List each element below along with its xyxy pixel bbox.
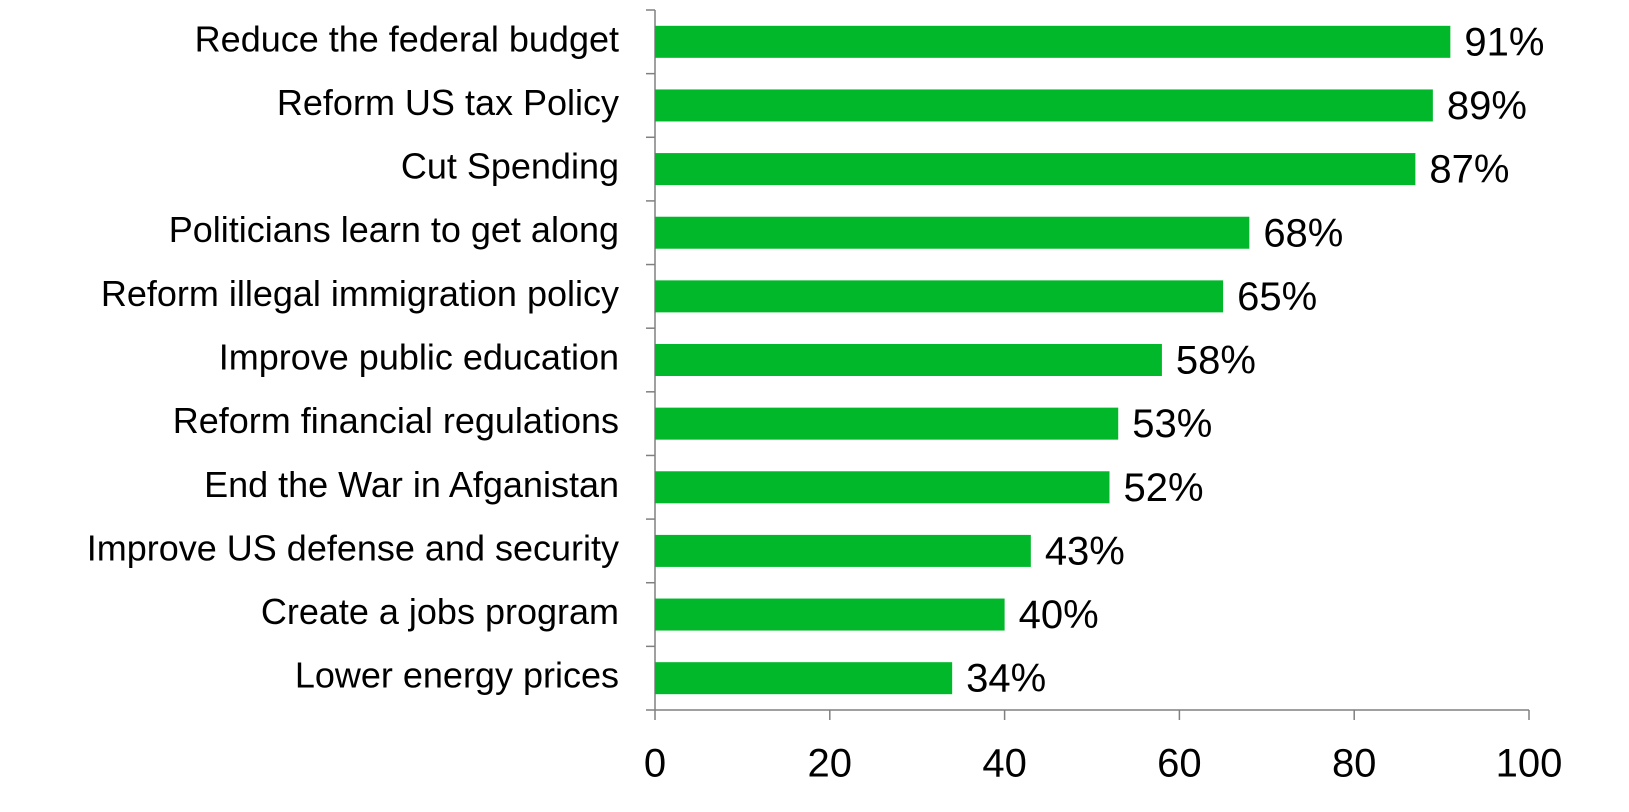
x-tick-label: 20 [808, 742, 853, 786]
bar [655, 344, 1162, 376]
bar [655, 89, 1433, 122]
category-label: Create a jobs program [261, 591, 619, 632]
bar [655, 280, 1224, 313]
bar [655, 662, 953, 695]
x-tick-label: 0 [644, 742, 666, 786]
category-label: Improve public education [219, 337, 619, 378]
category-label: Reform US tax Policy [277, 82, 619, 123]
value-label: 68% [1263, 211, 1343, 255]
category-label: Cut Spending [401, 146, 619, 187]
value-label: 91% [1464, 20, 1544, 64]
bar [655, 25, 1451, 58]
category-label: Reduce the federal budget [195, 18, 619, 59]
category-label: End the War in Afganistan [204, 464, 619, 505]
bar [655, 407, 1119, 440]
value-label: 34% [966, 657, 1046, 701]
x-tick-label: 80 [1332, 742, 1377, 786]
value-label: 87% [1429, 148, 1509, 192]
value-label: 53% [1132, 402, 1212, 446]
x-tick-label: 100 [1496, 742, 1563, 786]
category-label: Lower energy prices [295, 655, 619, 696]
bar [655, 153, 1416, 186]
bar [655, 598, 1005, 631]
value-label: 52% [1123, 466, 1203, 510]
category-label: Reform illegal immigration policy [101, 273, 619, 314]
x-tick-label: 40 [982, 742, 1027, 786]
value-label: 58% [1176, 339, 1256, 383]
category-label: Politicians learn to get along [169, 209, 619, 250]
value-label: 65% [1237, 275, 1317, 319]
x-tick-label: 60 [1157, 742, 1202, 786]
bar [655, 216, 1250, 249]
value-label: 43% [1045, 529, 1125, 573]
value-label: 40% [1019, 593, 1099, 637]
category-label: Reform financial regulations [173, 400, 619, 441]
bar [655, 534, 1031, 567]
category-label: Improve US defense and security [87, 527, 619, 568]
bar [655, 471, 1110, 504]
value-label: 89% [1447, 84, 1527, 128]
